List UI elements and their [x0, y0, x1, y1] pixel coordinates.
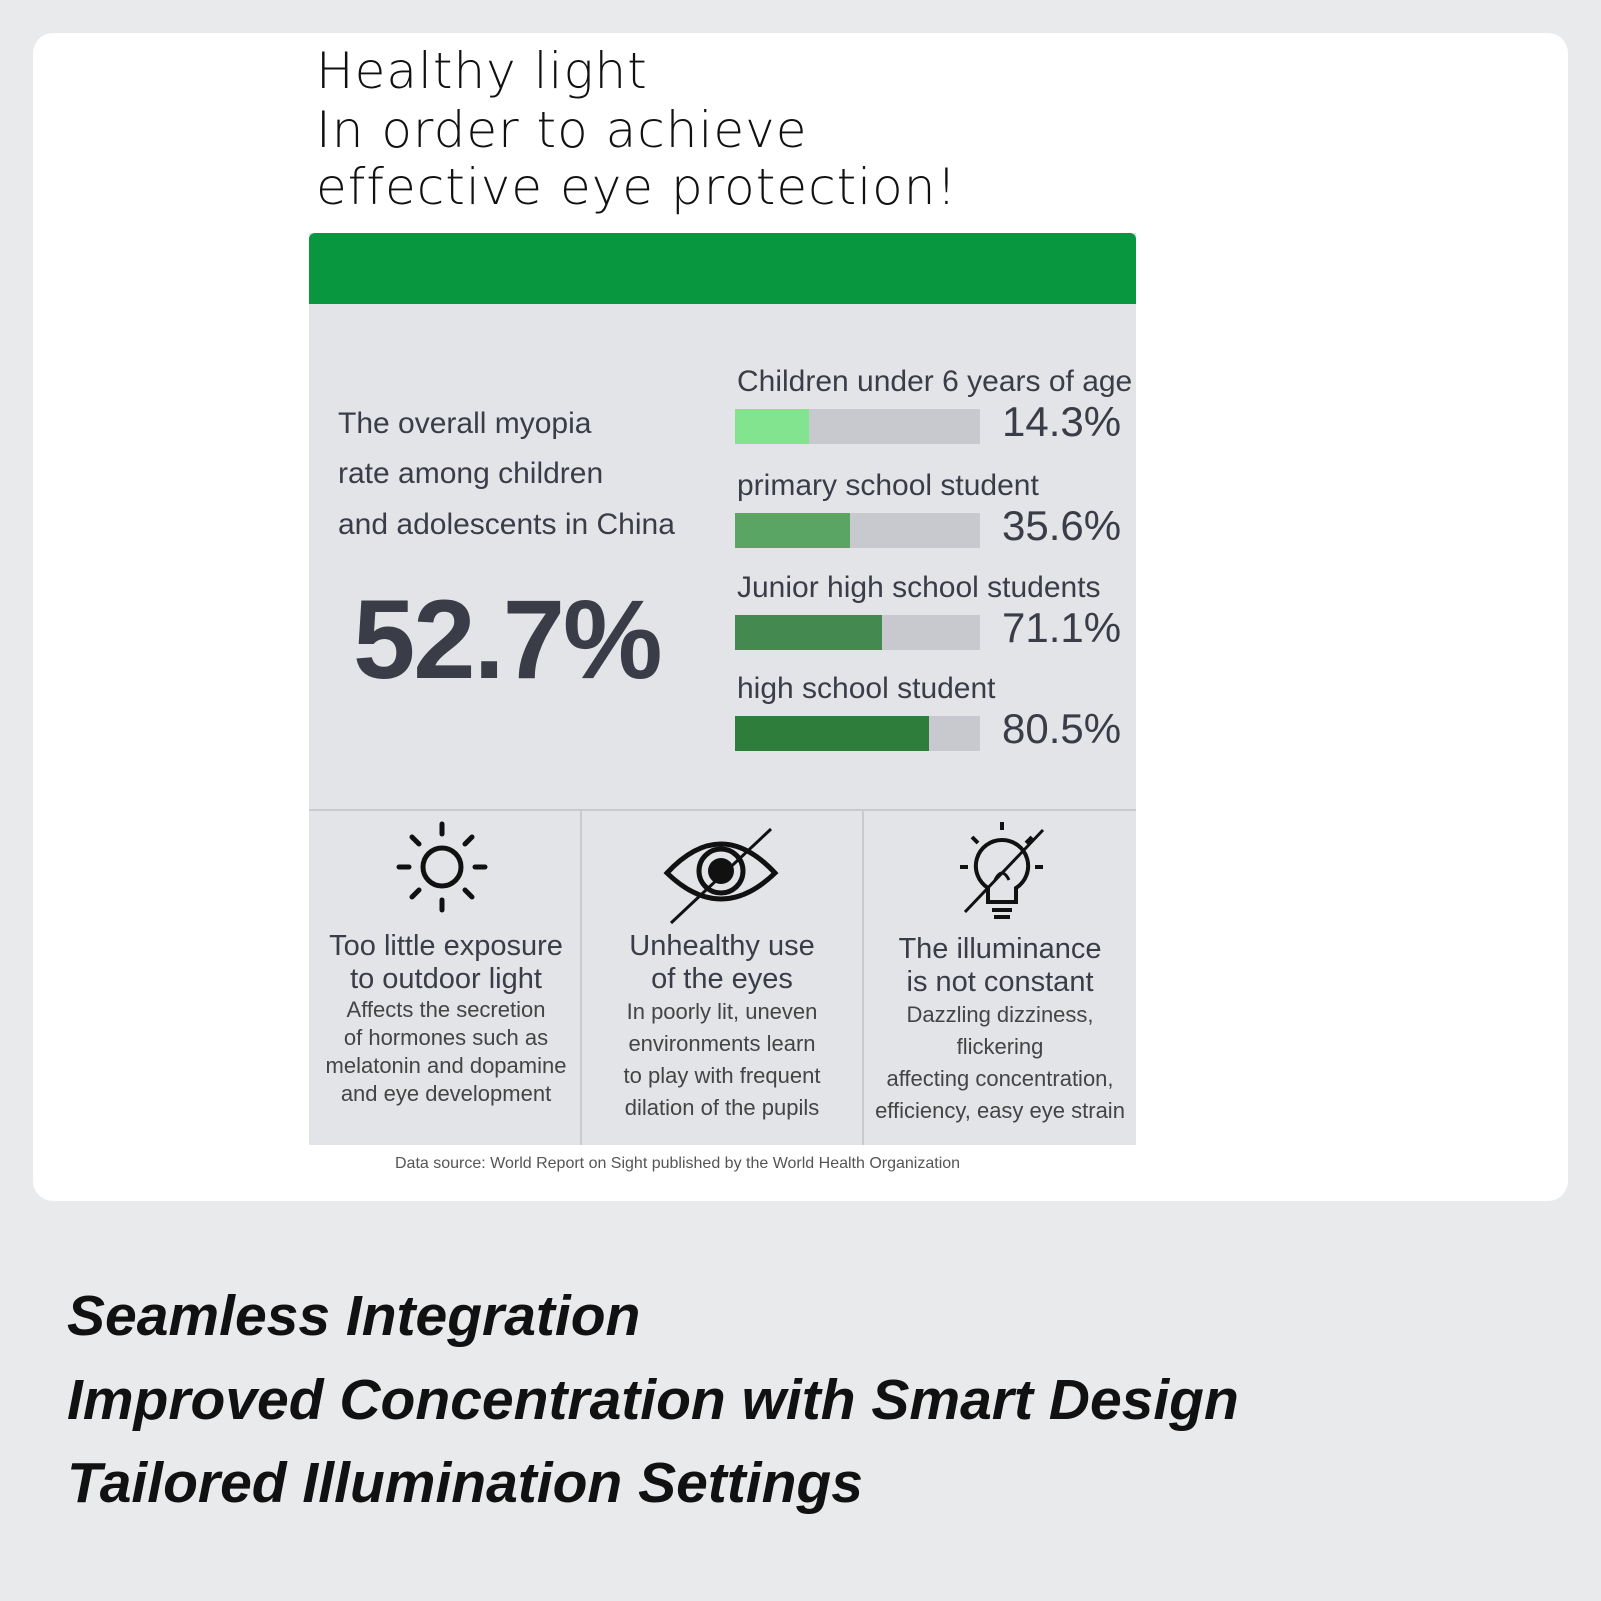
overall-line-1: The overall myopia — [338, 407, 592, 440]
bar-value: 80.5% — [1002, 705, 1122, 752]
eye-crossed-icon — [663, 827, 779, 925]
bar-value: 71.1% — [1002, 604, 1122, 651]
cause-title-line: Too little exposure — [329, 930, 563, 962]
overall-line-3: and adolescents in China — [338, 508, 675, 541]
lightbulb-crossed-icon — [960, 822, 1045, 919]
divider — [862, 811, 864, 1145]
feature-3: Tailored Illumination Settings — [67, 1451, 863, 1515]
cause-desc-line: Affects the secretion — [346, 997, 546, 1022]
divider — [580, 811, 582, 1145]
cause-desc-line: to play with frequent — [623, 1063, 821, 1088]
sun-icon — [396, 821, 488, 913]
cause-title-line: The illuminance — [898, 933, 1102, 965]
cause-desc-line: dilation of the pupils — [624, 1095, 820, 1120]
bar-fill — [735, 513, 851, 548]
cause-desc-line: and eye development — [340, 1081, 552, 1106]
cause-title-line: to outdoor light — [350, 963, 542, 995]
cause-desc: Dazzling dizziness, flickering affecting … — [864, 999, 1136, 1127]
cause-title-line: Unhealthy use — [629, 930, 815, 962]
cause-2: Unhealthy use of the eyes In poorly lit, u… — [582, 930, 862, 1124]
green-header-bar — [309, 233, 1136, 304]
title-line-3: effective eye protection! — [316, 158, 958, 216]
cause-desc-line: affecting concentration, — [886, 1066, 1114, 1091]
bar-track — [735, 409, 980, 444]
bar-label: Children under 6 years of age — [737, 365, 1133, 398]
cause-title-line: of the eyes — [651, 963, 793, 995]
cause-1: Too little exposure to outdoor light Affec… — [311, 930, 581, 1108]
bar-label: primary school student — [737, 469, 1039, 502]
title-line-1: Healthy light — [316, 42, 648, 100]
bar-value: 35.6% — [1002, 502, 1122, 549]
cause-desc-line: of hormones such as — [343, 1025, 549, 1050]
feature-2: Improved Concentration with Smart Design — [67, 1368, 1239, 1432]
overall-rate: 52.7% — [353, 577, 663, 702]
cause-desc-line: melatonin and dopamine — [325, 1053, 567, 1078]
bar-label: Junior high school students — [737, 571, 1101, 604]
cause-desc-line: Dazzling dizziness, flickering — [906, 1002, 1094, 1059]
cause-3: The illuminance is not constant Dazzling d… — [864, 933, 1136, 1127]
bar-track — [735, 615, 980, 650]
bar-fill — [735, 716, 929, 751]
title-line-2: In order to achieve — [316, 101, 808, 159]
bar-fill — [735, 409, 809, 444]
infographic-panel — [309, 233, 1136, 1145]
overall-line-2: rate among children — [338, 457, 604, 490]
bar-label: high school student — [737, 672, 996, 705]
data-source: Data source: World Report on Sight publi… — [395, 1155, 961, 1172]
bar-track — [735, 513, 980, 548]
bar-value: 14.3% — [1002, 398, 1122, 445]
cause-desc-line: environments learn — [628, 1031, 816, 1056]
cause-desc-line: efficiency, easy eye strain — [875, 1098, 1125, 1123]
cause-desc: Affects the secretion of hormones such as… — [311, 996, 581, 1108]
cause-desc: In poorly lit, uneven environments learn t… — [582, 996, 862, 1124]
feature-1: Seamless Integration — [67, 1284, 641, 1348]
bar-track — [735, 716, 980, 751]
divider — [309, 809, 1136, 811]
cause-title-line: is not constant — [906, 966, 1094, 998]
cause-desc-line: In poorly lit, uneven — [626, 999, 818, 1024]
bar-fill — [735, 615, 882, 650]
